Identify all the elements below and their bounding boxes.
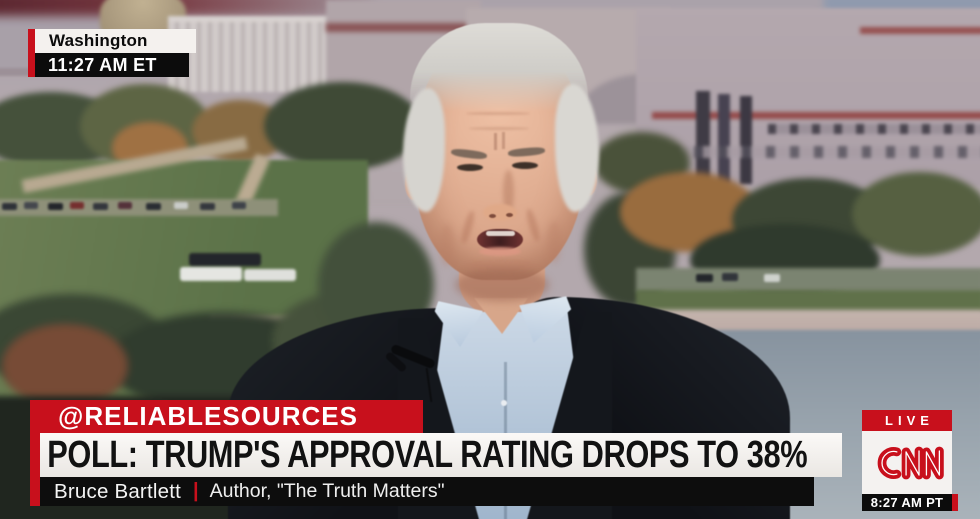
white-van [244, 269, 296, 281]
lower-lip [479, 247, 521, 256]
speaker-separator: | [193, 480, 199, 502]
chyron-left-red-bar [30, 400, 40, 506]
grass-strip [636, 290, 980, 312]
forehead-line [469, 127, 529, 130]
nose-shadow [503, 170, 514, 214]
speaker-title: Author, "The Truth Matters" [209, 480, 445, 502]
cnn-logo [877, 446, 944, 479]
nose-tip [483, 204, 517, 221]
live-badge: LIVE [862, 410, 952, 431]
riverside-road [636, 268, 980, 292]
cnn-logo-box: CNN [862, 431, 952, 494]
window-strip [718, 94, 730, 184]
jowl-left [440, 224, 454, 266]
car [764, 274, 780, 282]
tour-bus [189, 253, 261, 266]
location-label: Washington [35, 29, 196, 53]
car [232, 202, 246, 209]
network-bug: LIVE CNN 8:27 AM PT [862, 410, 958, 511]
tree [264, 82, 422, 170]
brow-crease [502, 132, 505, 149]
eye-right [512, 162, 538, 169]
brow-crease [494, 133, 497, 150]
jowl-right [547, 221, 561, 263]
speaker-name: Bruce Bartlett [54, 479, 181, 503]
car [200, 203, 215, 210]
hair-side-left [403, 88, 445, 212]
car [2, 203, 17, 210]
car [118, 202, 132, 209]
local-time-label: 11:27 AM ET [35, 53, 189, 77]
red-roofline [652, 112, 980, 119]
window-strip [696, 91, 710, 183]
time-red-bar [952, 494, 958, 511]
jaw-shadow [455, 268, 549, 302]
rust-tree [2, 324, 128, 408]
bug-red-bar [28, 29, 35, 77]
pacific-time-label: 8:27 AM PT [862, 494, 958, 511]
hair-crown [410, 23, 588, 111]
white-columned-building [168, 16, 338, 92]
window-strip [740, 96, 752, 184]
car [48, 203, 63, 210]
window-band [646, 146, 980, 158]
car [722, 273, 738, 281]
chin-shade [468, 259, 532, 271]
forehead-line [466, 112, 530, 115]
top-red-blur [0, 0, 373, 16]
white-van [180, 267, 242, 281]
pacific-time-text: 8:27 AM PT [870, 495, 944, 510]
nostril [489, 214, 496, 218]
eye-left [457, 164, 483, 171]
shirt-button [501, 400, 507, 406]
car [93, 203, 108, 210]
upper-teeth [486, 231, 515, 236]
car [174, 202, 188, 209]
tree [852, 172, 980, 256]
speaker-banner: Bruce Bartlett | Author, "The Truth Matt… [40, 477, 814, 506]
nostril [506, 213, 513, 217]
red-roofline [860, 27, 980, 34]
headline-banner: POLL: TRUMP'S APPROVAL RATING DROPS TO 3… [40, 433, 842, 477]
headline-text: POLL: TRUMP'S APPROVAL RATING DROPS TO 3… [47, 434, 808, 476]
hair-side-right [555, 84, 599, 212]
window-band [768, 124, 980, 134]
car [696, 274, 713, 282]
car [70, 202, 84, 209]
car [146, 203, 161, 210]
show-handle-banner: @RELIABLESOURCES [30, 400, 423, 433]
car [24, 202, 38, 209]
